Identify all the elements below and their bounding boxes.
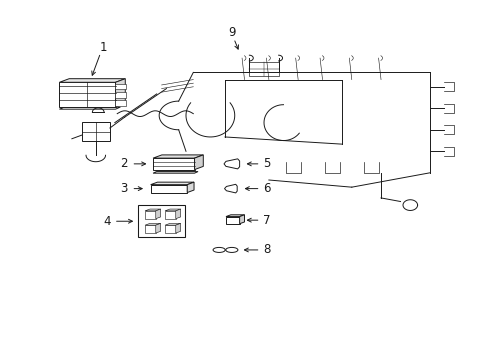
Bar [115,100,125,106]
Polygon shape [145,224,160,225]
Bar [164,211,175,219]
Bar [145,225,156,233]
Polygon shape [145,209,160,211]
Polygon shape [224,184,237,193]
Polygon shape [239,215,244,224]
Text: 8: 8 [262,243,269,256]
Polygon shape [153,155,203,158]
Polygon shape [156,224,160,233]
Text: 2: 2 [120,157,127,170]
Polygon shape [194,155,203,170]
Polygon shape [60,82,115,107]
Text: 1: 1 [99,41,106,54]
Bar [81,122,110,141]
Text: 6: 6 [262,182,270,195]
Ellipse shape [213,247,225,252]
Polygon shape [187,182,194,193]
Polygon shape [175,209,180,219]
Bar [115,92,125,98]
Text: 7: 7 [262,214,270,227]
Polygon shape [150,185,187,193]
Text: 4: 4 [103,215,110,228]
Polygon shape [153,172,198,173]
Polygon shape [60,79,125,82]
Bar [145,211,156,219]
Polygon shape [150,182,194,185]
Text: 9: 9 [228,27,236,40]
Polygon shape [153,158,194,170]
Ellipse shape [225,247,238,252]
Bar [225,217,239,224]
Text: 5: 5 [262,157,269,170]
Text: 3: 3 [120,182,127,195]
Polygon shape [164,209,180,211]
Bar [164,225,175,233]
Bar [115,84,125,89]
Polygon shape [224,159,239,169]
Polygon shape [164,224,180,225]
Polygon shape [156,209,160,219]
Bar [249,62,278,76]
Polygon shape [115,79,125,107]
Polygon shape [60,107,120,109]
Bar [138,205,184,237]
Polygon shape [225,215,244,217]
Polygon shape [175,224,180,233]
